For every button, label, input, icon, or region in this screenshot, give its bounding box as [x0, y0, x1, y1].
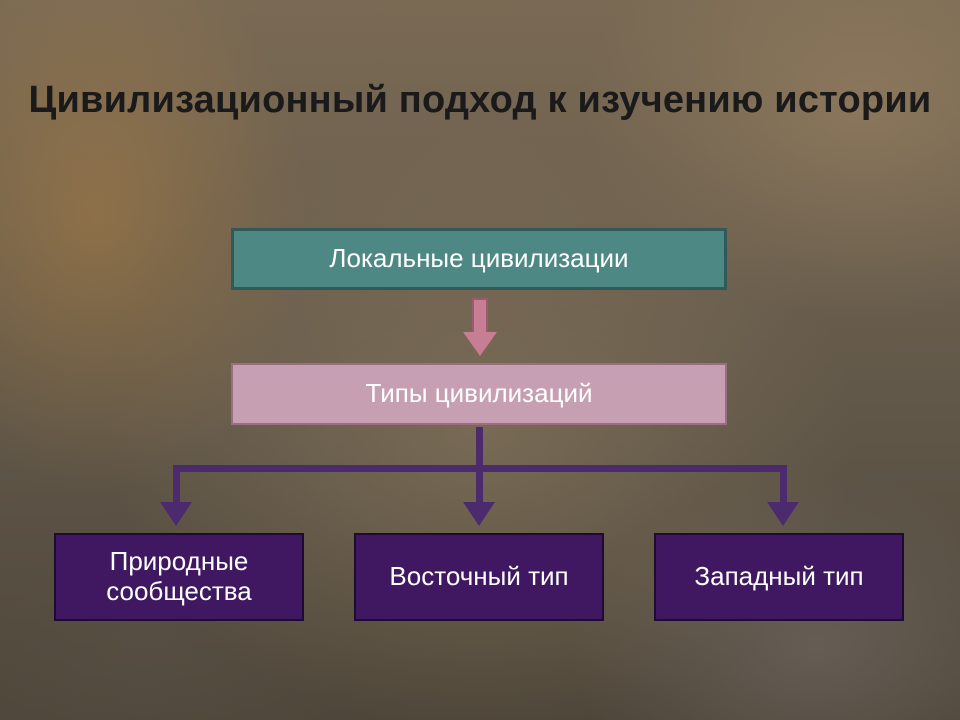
box-natural-communities: Природные сообщества [54, 533, 304, 621]
box-western-type: Западный тип [654, 533, 904, 621]
arrow-head [463, 332, 497, 356]
box-eastern-type: Восточный тип [354, 533, 604, 621]
page-title: Цивилизационный подход к изучению истори… [0, 78, 960, 123]
box-label: Типы цивилизаций [365, 379, 592, 409]
arrow-shaft [472, 298, 488, 334]
arrow-top-to-mid [463, 298, 497, 356]
connector-arrowhead [767, 502, 799, 526]
connector-drop [476, 470, 483, 504]
connector-arrowhead [463, 502, 495, 526]
connector-drop [780, 470, 787, 504]
box-civilization-types: Типы цивилизаций [231, 363, 727, 425]
box-label: Западный тип [694, 562, 863, 592]
connector-drop [173, 470, 180, 504]
connector-vertical [476, 427, 483, 467]
box-label: Локальные цивилизации [329, 244, 628, 274]
box-label: Восточный тип [389, 562, 568, 592]
connector-arrowhead [160, 502, 192, 526]
box-label: Природные сообщества [66, 547, 292, 607]
box-local-civilizations: Локальные цивилизации [231, 228, 727, 290]
